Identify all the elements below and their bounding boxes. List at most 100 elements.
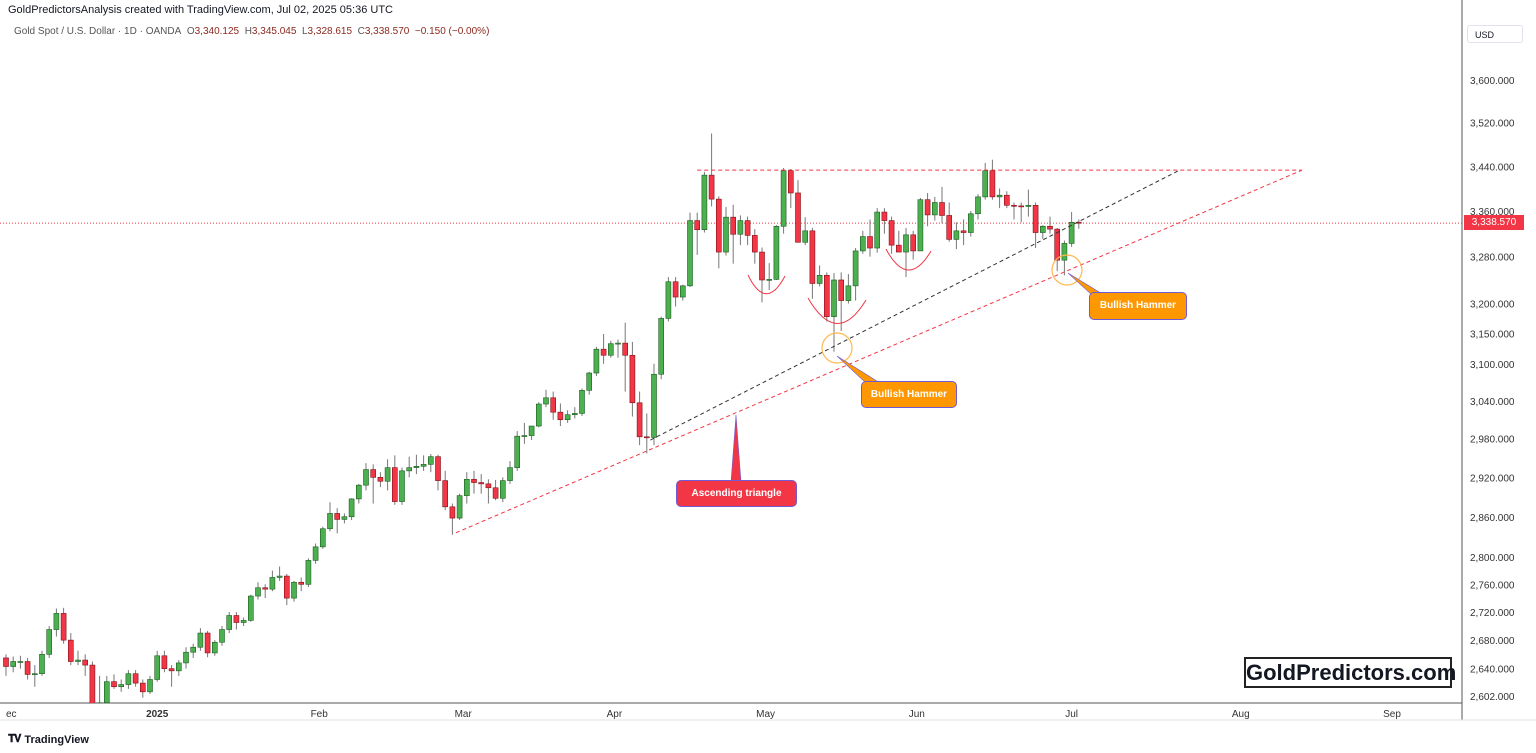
candle-up[interactable] (723, 216, 729, 253)
candle-up[interactable] (348, 498, 355, 518)
candle-up[interactable] (226, 615, 232, 630)
candle-down[interactable] (435, 456, 441, 481)
candle-down[interactable] (161, 655, 168, 669)
candle-up[interactable] (780, 170, 787, 227)
candle-down[interactable] (370, 469, 377, 478)
candle-up[interactable] (1068, 221, 1075, 244)
candle-down[interactable] (795, 192, 801, 243)
candle-down[interactable] (1047, 225, 1053, 230)
candle-down[interactable] (262, 587, 269, 590)
candle-down[interactable] (715, 198, 722, 253)
candle-down[interactable] (485, 483, 492, 489)
candle-up[interactable] (996, 194, 1003, 198)
candle-down[interactable] (730, 216, 737, 235)
candle-up[interactable] (312, 546, 319, 561)
candle-up[interactable] (399, 470, 405, 502)
candle-up[interactable] (39, 654, 45, 675)
candle-down[interactable] (744, 220, 751, 236)
candle-up[interactable] (665, 281, 672, 319)
candle-up[interactable] (687, 220, 693, 287)
candle-down[interactable] (787, 170, 794, 194)
candle-down[interactable] (283, 575, 290, 599)
candle-up[interactable] (190, 646, 196, 653)
candle-up[interactable] (982, 170, 989, 198)
candle-up[interactable] (852, 250, 859, 287)
hammer-highlight-circle[interactable] (821, 332, 853, 364)
candle-up[interactable] (269, 577, 276, 590)
candle-down[interactable] (939, 202, 945, 216)
candle-up[interactable] (528, 425, 535, 436)
candle-down[interactable] (759, 251, 765, 281)
currency-selector[interactable]: USD (1467, 25, 1523, 43)
candle-up[interactable] (571, 413, 578, 415)
candle-down[interactable] (1003, 194, 1010, 206)
candle-up[interactable] (586, 372, 593, 391)
candle-up[interactable] (118, 684, 124, 688)
candle-up[interactable] (341, 516, 348, 520)
candle-up[interactable] (291, 581, 297, 599)
candle-down[interactable] (838, 279, 845, 301)
candle-up[interactable] (17, 661, 24, 663)
candle-up[interactable] (499, 480, 506, 499)
candle-up[interactable] (384, 467, 391, 482)
candle-up[interactable] (701, 174, 708, 230)
candle-down[interactable] (334, 513, 341, 520)
candle-up[interactable] (53, 613, 60, 630)
candle-up[interactable] (651, 373, 657, 438)
candle-down[interactable] (492, 487, 499, 499)
candle-down[interactable] (233, 615, 240, 623)
candle-down[interactable] (82, 659, 88, 666)
candle-down[interactable] (643, 436, 650, 439)
candle-down[interactable] (298, 581, 305, 585)
candle-up[interactable] (874, 211, 881, 249)
candle-up[interactable] (154, 655, 160, 680)
candle-up[interactable] (355, 484, 362, 500)
candle-down[interactable] (694, 220, 701, 230)
candle-down[interactable] (557, 411, 564, 421)
candle-up[interactable] (104, 681, 110, 703)
candle-down[interactable] (924, 199, 931, 216)
candle-up[interactable] (658, 318, 665, 375)
symbol-name[interactable]: Gold Spot / U.S. Dollar · 1D · OANDA (14, 26, 182, 37)
candle-up[interactable] (816, 274, 823, 284)
candle-up[interactable] (535, 403, 542, 427)
candle-down[interactable] (449, 506, 456, 519)
candle-up[interactable] (319, 528, 326, 548)
candle-up[interactable] (305, 560, 312, 585)
candle-up[interactable] (507, 467, 513, 481)
candle-down[interactable] (442, 480, 449, 508)
candle-up[interactable] (607, 343, 614, 356)
candle-up[interactable] (967, 213, 974, 233)
candle-up[interactable] (514, 435, 521, 468)
hammer-highlight-circle[interactable] (1051, 254, 1083, 286)
candle-up[interactable] (327, 513, 333, 530)
candle-up[interactable] (46, 629, 53, 655)
candle-up[interactable] (802, 230, 809, 243)
tradingview-footer[interactable]: 𝐓𝐕 TradingView (8, 733, 89, 746)
candle-up[interactable] (903, 234, 909, 253)
candle-up[interactable] (679, 285, 686, 298)
candle-down[interactable] (132, 673, 139, 684)
candle-up[interactable] (240, 620, 247, 623)
candle-down[interactable] (629, 354, 636, 404)
candle-down[interactable] (1018, 205, 1025, 208)
candle-up[interactable] (737, 220, 744, 235)
candle-down[interactable] (478, 482, 485, 485)
ascending-triangle-label[interactable]: Ascending triangle (676, 480, 797, 507)
candle-up[interactable] (363, 469, 369, 486)
candle-up[interactable] (183, 651, 189, 664)
candle-down[interactable] (60, 613, 67, 641)
candle-down[interactable] (140, 682, 146, 693)
candle-down[interactable] (204, 632, 211, 654)
candle-down[interactable] (1011, 205, 1017, 207)
plot-area[interactable] (0, 133, 1462, 712)
candle-down[interactable] (622, 342, 629, 356)
candle-up[interactable] (255, 587, 261, 597)
candle-up[interactable] (197, 632, 204, 648)
candle-down[interactable] (377, 477, 384, 482)
candle-down[interactable] (471, 478, 477, 483)
candle-down[interactable] (68, 639, 74, 662)
candle-up[interactable] (406, 467, 413, 472)
candle-down[interactable] (600, 348, 607, 356)
